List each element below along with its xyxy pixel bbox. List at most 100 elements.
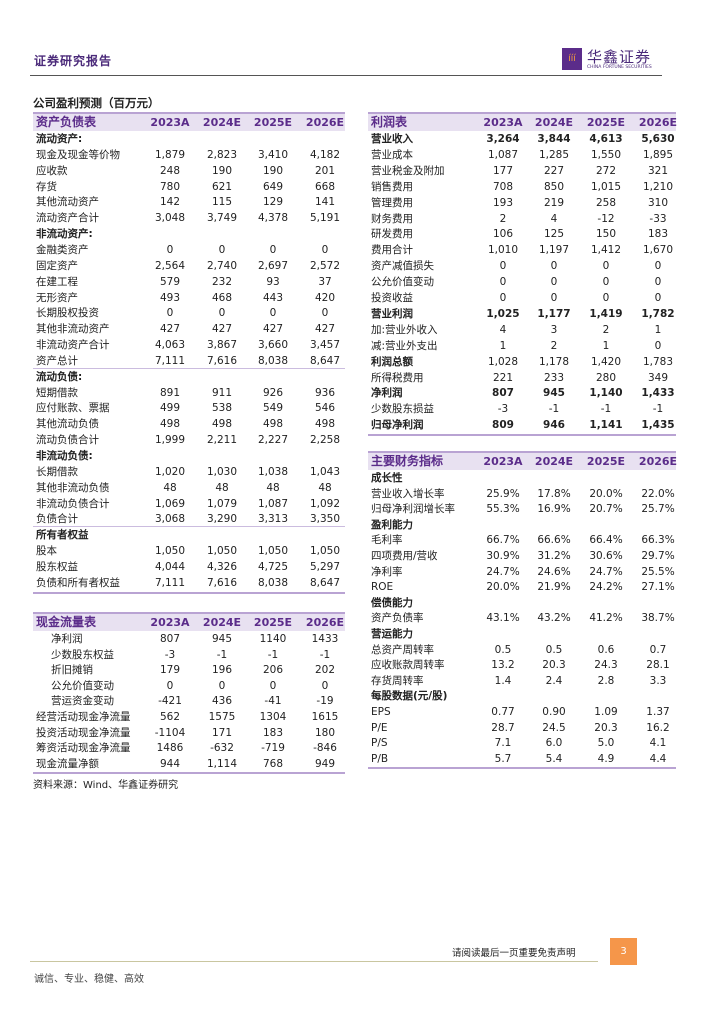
cell-value: 7,616	[206, 576, 238, 589]
row-label: 归母净利润增长率	[371, 503, 455, 516]
cell-value: 1,030	[206, 465, 238, 478]
row-label: P/B	[371, 752, 389, 765]
cell-value: 37	[318, 275, 332, 288]
cell-value: 24.7%	[486, 565, 520, 578]
cell-value: 248	[159, 164, 181, 177]
cell-value: 190	[262, 164, 284, 177]
cell-value: 1,050	[206, 545, 238, 558]
cell-value: 946	[543, 419, 565, 432]
table-row: P/S 7.1 6.0 5.0 4.1	[368, 735, 676, 751]
row-label: 其他流动负债	[36, 418, 99, 431]
cell-value: 427	[159, 323, 181, 336]
row-label: 四项费用/营收	[371, 550, 438, 562]
row-label: 现金流量净额	[36, 757, 99, 770]
cell-value: 2	[602, 323, 610, 336]
table-row: 股本 1,050 1,050 1,050 1,050	[33, 543, 345, 559]
data-source-note: 资料来源：Wind、华鑫证券研究	[33, 780, 179, 791]
cell-value: 16.2	[646, 721, 670, 734]
cell-value: 2,258	[309, 434, 341, 447]
cell-value: 0	[602, 260, 610, 273]
table-row: 归母净利润 809 946 1,141 1,435	[368, 417, 676, 433]
logo-mark-icon: ííí	[562, 48, 582, 70]
table-title: 资产负债表	[36, 115, 97, 129]
table-header-row: 利润表 2023A 2024E 2025E 2026E	[368, 114, 677, 131]
cell-value: 0	[602, 276, 610, 289]
cell-value: 0	[269, 243, 277, 256]
year-header: 2025E	[253, 116, 293, 129]
cell-value: 0	[166, 679, 174, 692]
cell-value: 649	[262, 180, 284, 193]
row-label: 应收账款周转率	[371, 659, 445, 672]
table-row: 金融类资产 0 0 0 0	[33, 242, 345, 258]
cell-value: 4.4	[649, 752, 667, 765]
cell-value: 1,670	[642, 244, 674, 257]
row-label: 公允价值变动	[51, 679, 114, 692]
table-row: 归母净利润增长率 55.3% 16.9% 20.7% 25.7%	[368, 501, 676, 517]
row-label: 营运能力	[371, 628, 413, 640]
table-row: 投资活动现金净流量 -1104 171 183 180	[33, 725, 345, 741]
cell-value: 28.1	[646, 659, 670, 672]
row-label: 盈利能力	[371, 518, 413, 531]
table-row: 现金及现金等价物 1,879 2,823 3,410 4,182	[33, 147, 345, 163]
cell-value: 5,191	[309, 212, 341, 225]
cell-value: 3,844	[537, 133, 571, 145]
cell-value: 25.5%	[641, 565, 675, 578]
cell-value: 0	[550, 292, 558, 304]
cell-value: 1,092	[309, 497, 341, 510]
cell-value: 1.09	[594, 706, 618, 718]
cell-value: 3,660	[257, 339, 289, 352]
year-header: 2023A	[483, 455, 523, 468]
cell-value: 1,028	[487, 355, 519, 368]
cell-value: -846	[313, 742, 337, 755]
cell-value: 219	[543, 196, 565, 209]
table-row: 少数股东损益 -3 -1 -1 -1	[368, 401, 676, 417]
table-header-row: 现金流量表 2023A 2024E 2025E 2026E	[33, 614, 345, 631]
cell-value: -1	[652, 403, 664, 416]
cell-value: 2,572	[309, 259, 341, 272]
cell-value: 321	[647, 164, 669, 177]
cell-value: -421	[158, 695, 182, 708]
cell-value: 549	[262, 402, 284, 415]
row-label: 净利润	[51, 633, 83, 645]
cell-value: 1140	[259, 633, 287, 645]
cell-value: 1	[499, 339, 507, 352]
cell-value: 493	[159, 291, 181, 304]
table-row: 流动资产:	[33, 131, 345, 147]
cell-value: 48	[266, 481, 280, 494]
cell-value: 3,410	[257, 148, 289, 161]
table-row: 长期股权投资 0 0 0 0	[33, 305, 345, 321]
cell-value: 0	[550, 260, 558, 273]
table-row: 费用合计 1,010 1,197 1,412 1,670	[368, 242, 676, 258]
row-label: 非流动负债合计	[36, 497, 110, 510]
cell-value: 4	[550, 212, 558, 225]
cell-value: 945	[543, 387, 565, 400]
table-row: 应收账款周转率 13.2 20.3 24.3 28.1	[368, 657, 676, 673]
row-label: 少数股东损益	[371, 403, 434, 416]
cell-value: 310	[647, 196, 669, 209]
cell-value: 809	[492, 419, 514, 432]
cell-value: 4,326	[206, 560, 238, 573]
table-row: 营运资金变动 -421 436 -41 -19	[33, 693, 345, 709]
cell-value: 468	[211, 291, 233, 304]
cell-value: 1,020	[154, 465, 186, 478]
cell-value: 129	[262, 196, 284, 209]
cell-value: 0	[499, 276, 507, 289]
table-row: 非流动负债:	[33, 448, 345, 464]
year-header: 2025E	[586, 455, 626, 468]
cell-value: 936	[314, 386, 336, 399]
year-header: 2026E	[305, 616, 345, 629]
cell-value: 2,823	[206, 148, 238, 161]
cell-value: 4,613	[589, 133, 623, 145]
cell-value: 180	[314, 726, 336, 739]
table-top-line	[368, 451, 676, 453]
table-row: 偿债能力	[368, 595, 676, 611]
cell-value: 949	[314, 757, 336, 770]
cell-value: 0	[499, 292, 507, 304]
table-row: 非流动负债合计 1,069 1,079 1,087 1,092	[33, 496, 345, 512]
header-divider	[30, 75, 662, 76]
cell-value: 3,350	[309, 513, 341, 526]
table-row: 毛利率 66.7% 66.6% 66.4% 66.3%	[368, 532, 676, 548]
cell-value: 768	[262, 757, 284, 770]
table-row: 营业利润 1,025 1,177 1,419 1,782	[368, 306, 676, 322]
cell-value: 0	[269, 679, 277, 692]
